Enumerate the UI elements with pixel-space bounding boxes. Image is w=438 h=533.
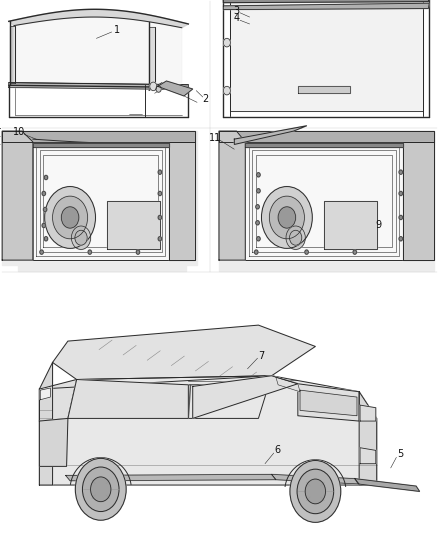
Circle shape (136, 250, 140, 254)
Circle shape (257, 173, 260, 177)
Text: 1: 1 (114, 26, 120, 35)
Circle shape (91, 477, 111, 502)
Circle shape (399, 191, 403, 196)
Polygon shape (193, 376, 298, 418)
Circle shape (257, 189, 260, 193)
Circle shape (40, 250, 43, 254)
Polygon shape (245, 143, 403, 147)
Polygon shape (219, 131, 245, 260)
Polygon shape (2, 131, 195, 142)
Polygon shape (403, 142, 434, 260)
Polygon shape (219, 131, 434, 271)
Circle shape (223, 38, 230, 47)
Polygon shape (360, 448, 376, 464)
Polygon shape (300, 390, 357, 416)
Polygon shape (53, 325, 315, 379)
Circle shape (223, 86, 230, 95)
Circle shape (399, 215, 403, 220)
Circle shape (44, 175, 48, 180)
Polygon shape (39, 376, 377, 485)
Circle shape (43, 207, 47, 212)
Polygon shape (359, 392, 377, 485)
Polygon shape (360, 405, 376, 421)
Text: 3: 3 (233, 6, 240, 15)
Circle shape (88, 250, 92, 254)
Text: 7: 7 (258, 351, 265, 361)
Polygon shape (66, 474, 276, 481)
Circle shape (42, 191, 46, 196)
Circle shape (158, 191, 162, 196)
Polygon shape (10, 26, 15, 83)
Circle shape (305, 250, 308, 254)
Circle shape (353, 250, 357, 254)
Polygon shape (2, 131, 33, 260)
Circle shape (61, 207, 79, 228)
Circle shape (257, 237, 260, 241)
Circle shape (53, 196, 88, 239)
Polygon shape (40, 388, 50, 400)
Polygon shape (39, 362, 53, 485)
Text: 4: 4 (233, 13, 240, 23)
Polygon shape (245, 142, 403, 260)
Circle shape (82, 467, 119, 512)
Polygon shape (33, 143, 169, 147)
Circle shape (150, 82, 157, 91)
Circle shape (158, 237, 162, 241)
Text: 5: 5 (397, 449, 403, 459)
Circle shape (42, 223, 46, 228)
Polygon shape (68, 379, 188, 418)
Polygon shape (276, 377, 300, 392)
Polygon shape (33, 142, 169, 260)
Polygon shape (149, 27, 155, 86)
Circle shape (254, 250, 258, 254)
Text: 2: 2 (203, 94, 209, 104)
Circle shape (297, 469, 334, 514)
Circle shape (75, 230, 87, 245)
Circle shape (261, 187, 312, 248)
Polygon shape (2, 131, 197, 271)
Polygon shape (219, 131, 434, 142)
Polygon shape (9, 9, 188, 28)
Polygon shape (298, 86, 350, 93)
Polygon shape (158, 81, 193, 96)
Polygon shape (298, 384, 359, 421)
Text: 9: 9 (375, 220, 381, 230)
Circle shape (45, 187, 95, 248)
Circle shape (256, 221, 259, 225)
Polygon shape (169, 142, 195, 260)
Circle shape (269, 196, 304, 239)
Polygon shape (9, 83, 188, 90)
Polygon shape (272, 474, 359, 484)
Circle shape (278, 207, 296, 228)
Circle shape (290, 461, 341, 522)
Circle shape (71, 226, 91, 249)
Polygon shape (39, 418, 68, 466)
Text: 6: 6 (274, 446, 280, 455)
Polygon shape (39, 379, 77, 421)
Polygon shape (223, 0, 429, 3)
Polygon shape (107, 201, 160, 249)
Circle shape (399, 237, 403, 241)
Circle shape (158, 215, 162, 220)
Polygon shape (14, 17, 182, 83)
Circle shape (75, 458, 126, 520)
Circle shape (290, 230, 302, 245)
Circle shape (399, 170, 403, 174)
Circle shape (156, 86, 161, 92)
Polygon shape (68, 376, 272, 418)
Polygon shape (355, 479, 420, 491)
Text: 10: 10 (13, 127, 25, 137)
Circle shape (256, 205, 259, 209)
Circle shape (286, 226, 305, 249)
Polygon shape (230, 0, 423, 111)
Polygon shape (324, 201, 377, 249)
Polygon shape (223, 3, 429, 10)
Text: 11: 11 (209, 133, 222, 142)
Circle shape (44, 237, 48, 241)
Circle shape (158, 170, 162, 174)
Polygon shape (234, 126, 307, 144)
Circle shape (305, 479, 325, 504)
